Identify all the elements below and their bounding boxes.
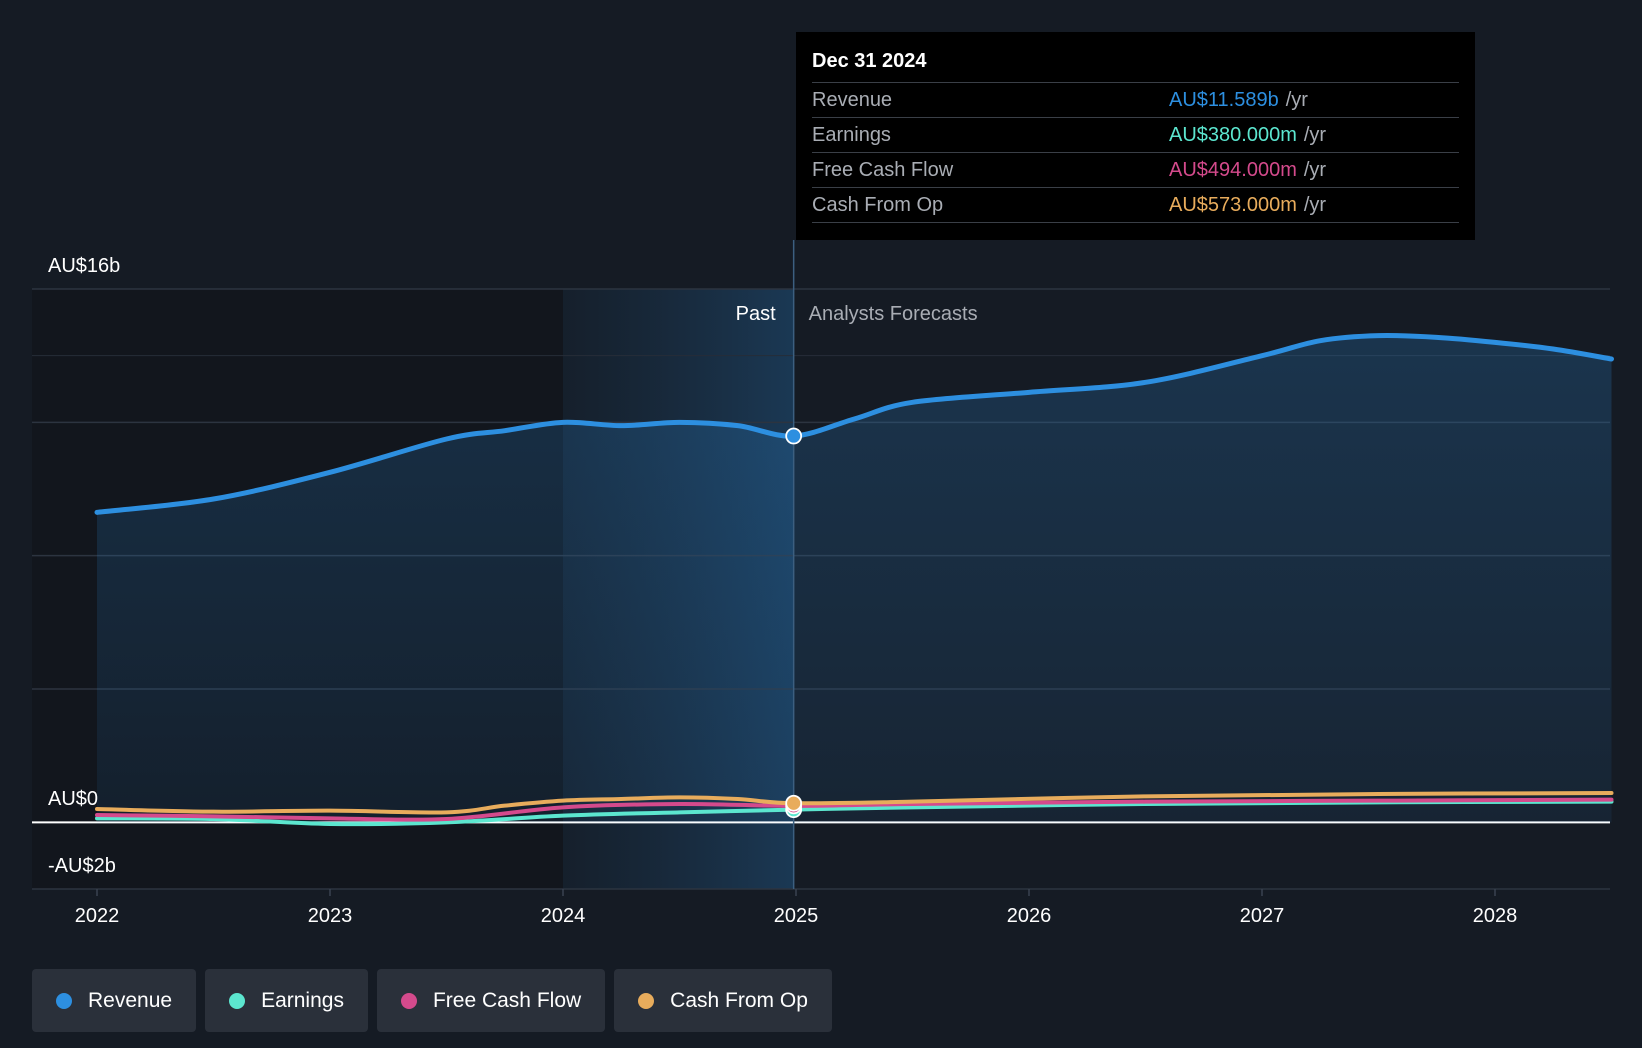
x-axis-label: 2022 — [75, 905, 120, 927]
legend-item-free-cash-flow[interactable]: Free Cash Flow — [376, 969, 606, 1032]
y-axis-label: AU$16b — [48, 255, 120, 277]
tooltip-date: Dec 31 2024 — [812, 46, 1459, 83]
tooltip-label: Free Cash Flow — [812, 159, 954, 181]
legend-label: Earnings — [261, 988, 344, 1012]
legend-dot-icon — [400, 992, 417, 1009]
revenue-line — [94, 333, 1614, 515]
free-cash-flow-line — [95, 797, 1614, 822]
legend-dot-icon — [229, 992, 246, 1009]
tooltip-value: AU$380.000m — [1169, 124, 1297, 146]
series-lines — [94, 333, 1614, 827]
tooltip-unit: /yr — [1285, 89, 1308, 111]
legend-item-revenue[interactable]: Revenue — [32, 969, 197, 1032]
tooltip-label: Earnings — [812, 124, 891, 146]
x-axis-label: 2027 — [1240, 905, 1285, 927]
legend-label: Revenue — [88, 988, 173, 1012]
tooltip: Dec 31 2024 Revenue AU$11.589b /yr Earni… — [796, 32, 1475, 240]
tooltip-label: Cash From Op — [812, 194, 944, 216]
legend-item-cash-from-op[interactable]: Cash From Op — [614, 969, 832, 1032]
y-axis-label: AU$0 — [48, 788, 98, 810]
tooltip-row-free-cash-flow: Free Cash Flow AU$494.000m /yr — [812, 153, 1459, 188]
tooltip-row-cash-from-op: Cash From Op AU$573.000m /yr — [812, 188, 1459, 223]
x-axis-label: 2025 — [774, 905, 819, 927]
tooltip-value: AU$494.000m — [1169, 159, 1297, 181]
forecast-label: Analysts Forecasts — [809, 303, 978, 325]
legend-dot-icon — [56, 992, 72, 1009]
x-axis-label: 2023 — [308, 905, 353, 927]
y-axis-label: -AU$2b — [48, 855, 116, 877]
y-axis-labels: AU$16b AU$0 -AU$2b — [48, 255, 120, 877]
series-markers — [785, 427, 803, 819]
x-axis-label: 2026 — [1007, 905, 1052, 927]
revenue-marker — [785, 427, 803, 445]
tooltip-value: AU$573.000m — [1169, 194, 1297, 216]
tooltip-unit: /yr — [1303, 124, 1327, 146]
tooltip-unit: /yr — [1303, 159, 1327, 181]
tooltip-unit: /yr — [1303, 194, 1327, 216]
tooltip-row-earnings: Earnings AU$380.000m /yr — [812, 118, 1459, 153]
tooltip-value: AU$11.589b — [1169, 89, 1279, 111]
revenue-area — [97, 335, 1612, 823]
x-axis-label: 2028 — [1473, 905, 1518, 927]
cash-from-op-marker — [785, 794, 803, 812]
x-axis-labels: 2022 2023 2024 2025 2026 2027 2028 — [75, 889, 1518, 927]
tooltip-label: Revenue — [812, 89, 893, 111]
legend-dot-icon — [638, 992, 655, 1009]
tooltip-row-revenue: Revenue AU$11.589b /yr — [812, 83, 1459, 118]
past-label: Past — [736, 303, 776, 325]
legend-item-earnings[interactable]: Earnings — [205, 969, 368, 1032]
legend-label: Free Cash Flow — [432, 988, 582, 1012]
legend: Revenue Earnings Free Cash Flow Cash Fro… — [32, 969, 832, 1032]
cash-from-op-line — [95, 791, 1614, 815]
x-axis-label: 2024 — [541, 905, 586, 927]
legend-label: Cash From Op — [670, 988, 808, 1012]
